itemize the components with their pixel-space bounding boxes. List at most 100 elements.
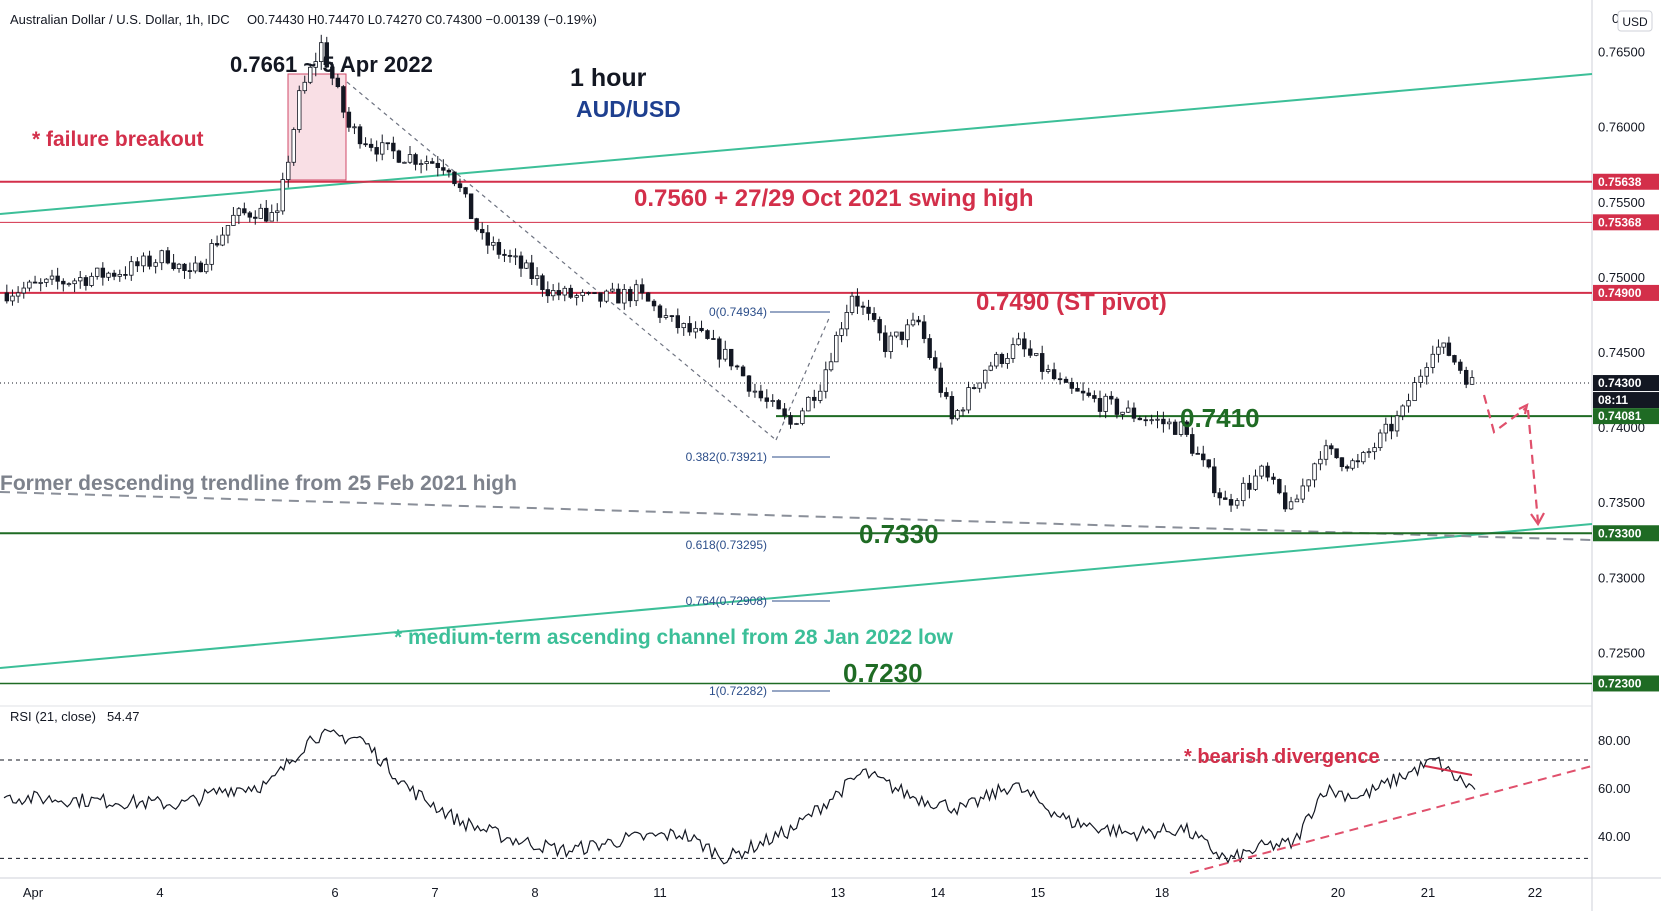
candle-body <box>380 142 385 155</box>
candle-body <box>1259 465 1264 477</box>
fib-label-0764: 0.764(0.72908) <box>686 594 767 608</box>
fib-label-0: 0(0.74934) <box>709 305 767 319</box>
currency-box[interactable] <box>1617 10 1653 32</box>
rsi-tick-60: 60.00 <box>1598 781 1631 796</box>
candle-body <box>1172 421 1178 435</box>
candle-body <box>1441 342 1446 348</box>
candle-body <box>944 392 949 397</box>
candle-body <box>374 147 379 155</box>
candle-body <box>675 315 680 329</box>
price-tag-label: 08:11 <box>1598 393 1628 407</box>
projection-drop-path <box>1526 409 1540 523</box>
candle-body <box>1366 451 1372 454</box>
pair-annotation: AUD/USD <box>576 96 681 122</box>
candle-body <box>286 161 291 180</box>
candle-body <box>1143 419 1148 422</box>
candle-body <box>1234 500 1240 506</box>
candle-body <box>141 255 146 267</box>
candle-body <box>1097 398 1103 412</box>
candle-body <box>663 315 669 318</box>
candle-body <box>308 66 313 83</box>
candle-body <box>524 262 529 269</box>
candle-body <box>604 290 609 302</box>
candle-body <box>1217 492 1222 499</box>
candle-body <box>352 126 357 129</box>
candle-body <box>839 328 844 336</box>
projection-bounce-path <box>1482 394 1527 434</box>
candle-body <box>540 275 545 291</box>
pivot-annotation: 0.7490 (ST pivot) <box>976 289 1167 316</box>
candle-body <box>324 42 329 68</box>
candle-body <box>1334 448 1339 459</box>
candle-body <box>927 338 932 358</box>
candle-body <box>1329 445 1334 450</box>
candle-body <box>711 338 716 340</box>
candle-body <box>280 179 285 212</box>
candle-body <box>717 338 722 360</box>
fibonacci-labels: 0(0.74934) 0.382(0.73921) 0.618(0.73295)… <box>686 305 830 698</box>
failure-breakout-box <box>287 73 347 181</box>
candle-body <box>357 126 363 145</box>
candle-body <box>330 66 335 79</box>
candle-body <box>633 284 639 302</box>
projection-bounce-arrowhead <box>1518 402 1529 415</box>
price-tag-box <box>1593 214 1659 231</box>
candle-body <box>66 283 72 286</box>
candle-body <box>699 327 704 332</box>
candle-body <box>1069 382 1075 389</box>
candle-body <box>275 210 280 213</box>
candle-body <box>999 353 1005 364</box>
candle-body <box>529 262 534 279</box>
price-tag-label: 0.75638 <box>1598 175 1642 189</box>
candle-body <box>1114 398 1120 415</box>
candle-body <box>1247 482 1252 490</box>
candle-body <box>899 331 905 341</box>
candle-body <box>94 267 100 277</box>
candle-body <box>457 183 463 189</box>
price-tags: 0.75638 0.75368 0.74900 0.74300 08:11 0.74081… <box>1593 173 1659 692</box>
time-axis: Apr 4 6 7 8 11 13 14 15 18 20 21 22 <box>23 885 1542 900</box>
candle-body <box>187 270 193 272</box>
candle-body <box>687 323 692 333</box>
candle-body <box>1277 479 1282 494</box>
candle-body <box>586 292 591 294</box>
candle-body <box>610 288 615 292</box>
candle-body <box>209 243 214 265</box>
candle-body <box>518 255 524 269</box>
candle-body <box>828 361 834 371</box>
x-tick-label: 21 <box>1421 885 1435 900</box>
candle-body <box>1306 479 1311 487</box>
price-tag-label: 0.75368 <box>1598 215 1642 229</box>
x-tick-label: 8 <box>531 885 538 900</box>
former-descending-trendline <box>0 491 1593 541</box>
y-tick-label: 0.74500 <box>1598 345 1645 360</box>
candle-body <box>135 261 140 267</box>
candle-body <box>894 331 899 337</box>
candle-body <box>496 242 502 255</box>
candle-body <box>1400 405 1405 417</box>
candle-body <box>983 369 988 384</box>
candle-body <box>111 272 117 277</box>
candle-body <box>1103 395 1108 412</box>
candle-body <box>746 375 752 392</box>
candle-body <box>335 77 341 87</box>
candle-body <box>806 396 811 412</box>
rsi-tick-80: 80.00 <box>1598 733 1631 748</box>
candle-body <box>734 365 740 368</box>
x-tick-label: 6 <box>331 885 338 900</box>
candle-body <box>818 390 823 401</box>
price-tag-box <box>1593 392 1659 409</box>
candle-body <box>1028 348 1033 356</box>
candle-body <box>800 410 805 424</box>
candle-body <box>1300 485 1305 500</box>
candle-body <box>247 212 252 218</box>
candle-body <box>480 228 485 234</box>
candle-body <box>435 162 440 168</box>
candle-body <box>788 415 793 425</box>
candle-body <box>1228 499 1234 506</box>
x-tick-label: 18 <box>1155 885 1169 900</box>
candle-body <box>812 396 817 401</box>
candle-body <box>1436 346 1441 355</box>
candle-body <box>1039 353 1045 372</box>
